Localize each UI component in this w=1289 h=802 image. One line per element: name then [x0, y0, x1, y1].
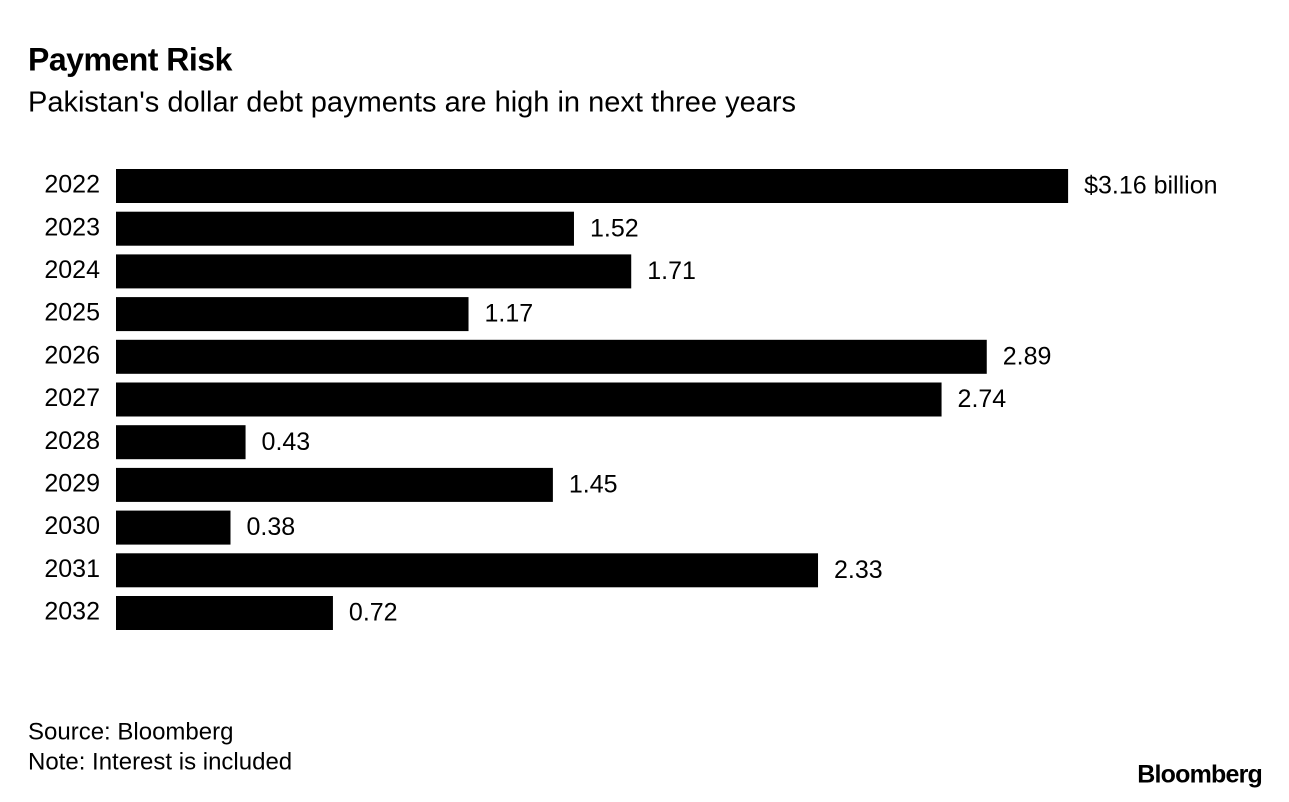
- bar: [116, 510, 231, 545]
- value-label: 0.43: [262, 428, 311, 456]
- category-label: 2030: [44, 512, 100, 540]
- bar: [116, 553, 819, 588]
- bar: [116, 339, 987, 374]
- source: Source: Bloomberg: [28, 718, 233, 745]
- category-label: 2029: [44, 470, 100, 498]
- category-label: 2027: [44, 384, 100, 412]
- chart-title: Payment Risk: [28, 41, 233, 77]
- brand-logo: Bloomberg: [1137, 761, 1262, 789]
- value-label: 2.89: [1003, 342, 1052, 370]
- chart-subtitle: Pakistan's dollar debt payments are high…: [28, 87, 796, 119]
- category-label: 2028: [44, 427, 100, 455]
- value-label: 2.33: [834, 556, 883, 584]
- bar: [116, 425, 246, 460]
- category-label: 2024: [44, 256, 100, 284]
- value-label: 0.38: [246, 513, 295, 541]
- category-label: 2026: [44, 341, 100, 369]
- bar: [116, 254, 632, 289]
- bar: [116, 297, 469, 332]
- bar: [116, 596, 333, 630]
- value-label: 1.52: [590, 214, 639, 242]
- category-label: 2025: [44, 299, 100, 327]
- bar: [116, 211, 574, 246]
- value-label: 1.17: [485, 300, 534, 328]
- category-label: 2023: [44, 213, 100, 241]
- value-label: 0.72: [349, 599, 398, 627]
- category-label: 2031: [44, 555, 100, 583]
- value-label: 2.74: [958, 385, 1007, 413]
- category-label: 2032: [44, 598, 100, 626]
- value-label: $3.16 billion: [1084, 172, 1217, 200]
- bar: [116, 169, 1069, 203]
- value-label: 1.71: [647, 257, 696, 285]
- value-label: 1.45: [569, 471, 618, 499]
- category-label: 2022: [44, 171, 100, 199]
- bar: [116, 467, 553, 502]
- note: Note: Interest is included: [28, 748, 292, 775]
- bar: [116, 382, 942, 417]
